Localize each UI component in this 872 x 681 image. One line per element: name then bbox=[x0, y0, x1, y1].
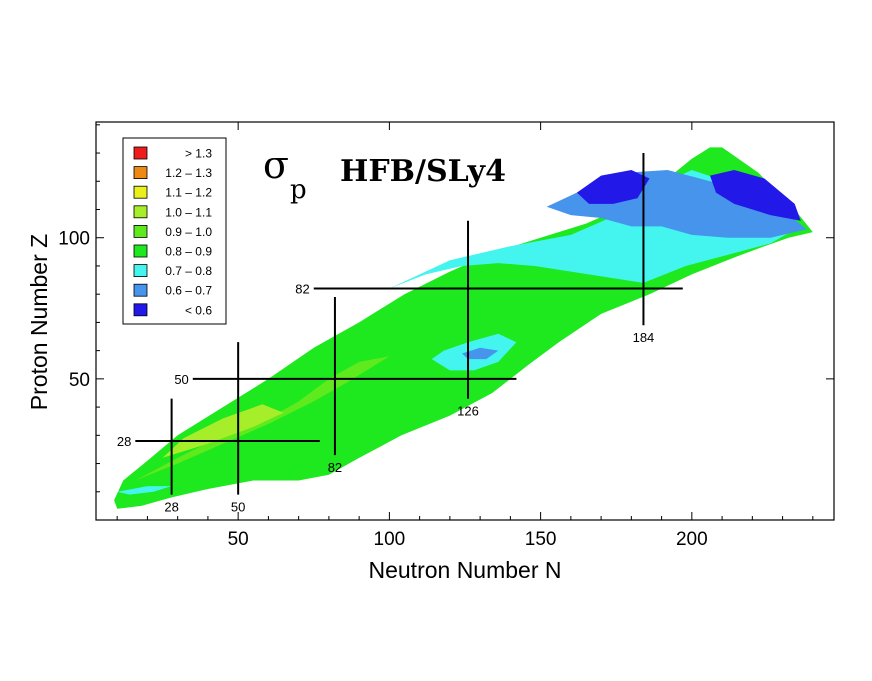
legend-label-7: 0.6 – 0.7 bbox=[165, 284, 212, 298]
legend-label-1: 1.2 – 1.3 bbox=[165, 166, 212, 180]
y-tick-label-50: 50 bbox=[69, 370, 90, 391]
x-tick-label-50: 50 bbox=[228, 529, 249, 550]
title-text: HFB/SLy4 bbox=[340, 154, 506, 189]
y-tick-label-100: 100 bbox=[58, 229, 90, 250]
y-axis-title: Proton Number Z bbox=[26, 234, 52, 410]
x-tick-label-100: 100 bbox=[374, 529, 406, 550]
legend-swatch-4 bbox=[133, 224, 148, 238]
legend-label-3: 1.0 – 1.1 bbox=[165, 205, 212, 219]
magic-number-lines: 28 50 82 126 184 28 50 82 bbox=[117, 153, 683, 515]
legend-swatch-0 bbox=[133, 146, 148, 160]
legend-label-0: > 1.3 bbox=[185, 147, 212, 161]
x-tick-label-150: 150 bbox=[525, 529, 557, 550]
x-tick-label-200: 200 bbox=[676, 529, 708, 550]
chart-title: σ p HFB/SLy4 bbox=[263, 143, 506, 205]
legend-swatch-2 bbox=[133, 185, 148, 199]
heatmap-region-8 bbox=[576, 170, 650, 204]
axis-ticks: 50 100 150 200 50 100 bbox=[58, 122, 834, 550]
legend-swatch-6 bbox=[133, 264, 148, 278]
legend: > 1.3 1.2 – 1.3 1.1 – 1.2 1.0 – 1.1 0.9 – 1.… bbox=[122, 137, 227, 325]
legend-label-2: 1.1 – 1.2 bbox=[165, 186, 212, 200]
title-symbol: σ bbox=[263, 143, 289, 187]
legend-label-4: 0.9 – 1.0 bbox=[165, 225, 212, 239]
magic-label-vertical-50: 50 bbox=[231, 500, 245, 515]
magic-label-vertical-184: 184 bbox=[633, 330, 655, 345]
heatmap-region-9 bbox=[710, 170, 801, 221]
magic-label-vertical-28: 28 bbox=[164, 500, 178, 515]
legend-swatch-1 bbox=[133, 166, 148, 180]
legend-swatch-8 bbox=[133, 303, 148, 317]
legend-label-5: 0.8 – 0.9 bbox=[165, 245, 212, 259]
heatmap-region-2 bbox=[162, 404, 284, 458]
heatmap-region-5 bbox=[117, 486, 172, 495]
magic-label-vertical-82: 82 bbox=[328, 460, 342, 475]
legend-swatch-3 bbox=[133, 205, 148, 219]
x-axis-title: Neutron Number N bbox=[368, 557, 561, 583]
magic-label-horizontal-28: 28 bbox=[117, 434, 131, 449]
title-subscript: p bbox=[290, 175, 307, 205]
legend-label-6: 0.7 – 0.8 bbox=[165, 264, 212, 278]
legend-label-8: < 0.6 bbox=[185, 303, 212, 317]
magic-label-horizontal-50: 50 bbox=[174, 372, 188, 387]
heatmap-region-1 bbox=[135, 339, 420, 481]
magic-label-vertical-126: 126 bbox=[457, 404, 479, 419]
legend-swatch-7 bbox=[133, 283, 148, 297]
magic-label-horizontal-82: 82 bbox=[295, 282, 309, 297]
heatmap-region-7 bbox=[462, 347, 499, 360]
legend-swatch-5 bbox=[133, 244, 148, 258]
heatmap-regions bbox=[114, 147, 813, 509]
